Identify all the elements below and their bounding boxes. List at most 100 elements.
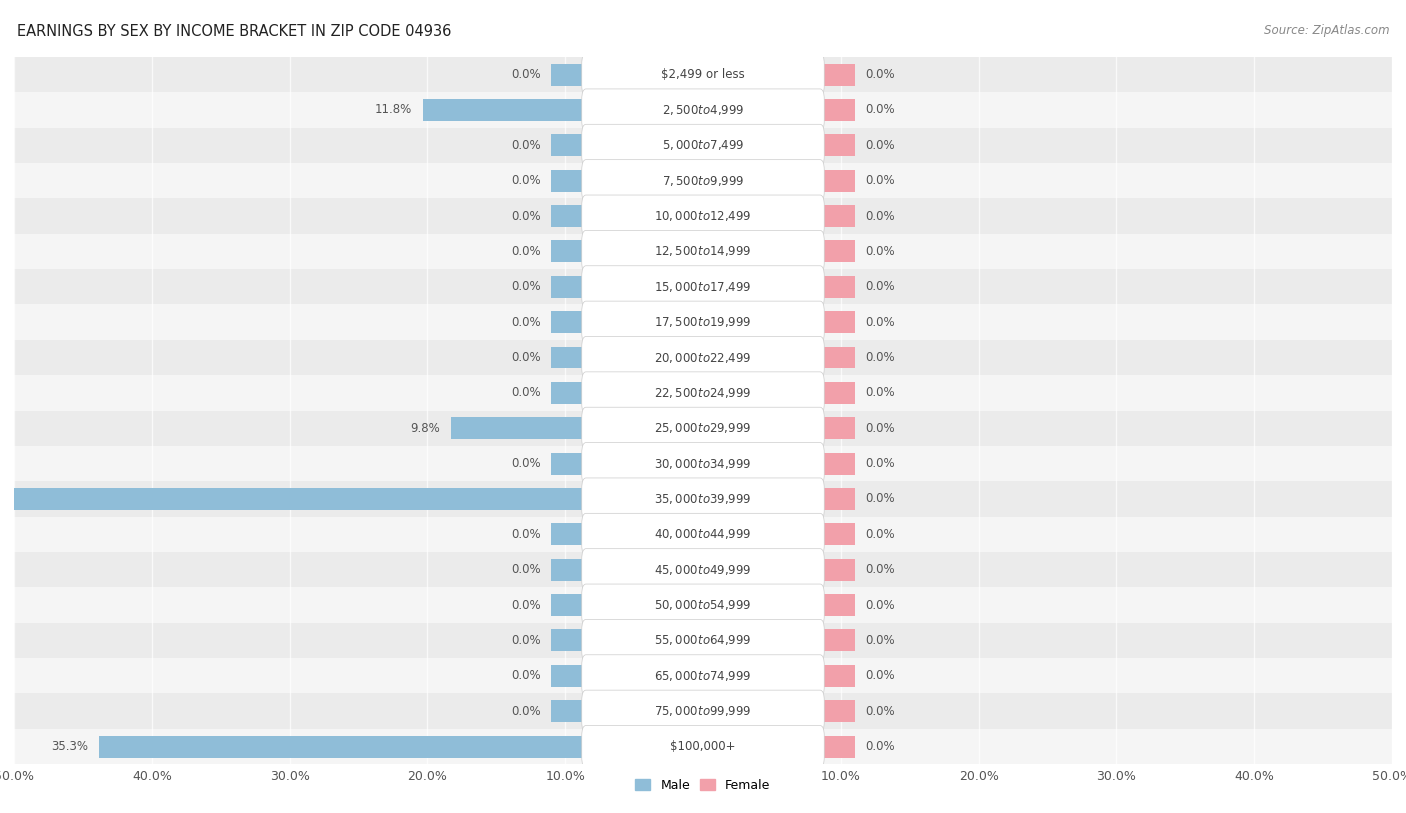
Text: $30,000 to $34,999: $30,000 to $34,999 [654, 457, 752, 471]
Text: 0.0%: 0.0% [510, 669, 540, 682]
Text: 0.0%: 0.0% [510, 315, 540, 328]
FancyBboxPatch shape [582, 89, 824, 131]
Text: $7,500 to $9,999: $7,500 to $9,999 [662, 174, 744, 188]
Bar [551, 205, 586, 227]
Text: 0.0%: 0.0% [866, 103, 896, 116]
Bar [820, 134, 855, 156]
FancyBboxPatch shape [582, 513, 824, 555]
Bar [820, 63, 855, 85]
Bar [451, 417, 586, 439]
Text: 0.0%: 0.0% [510, 245, 540, 258]
FancyBboxPatch shape [14, 587, 1392, 623]
Bar [551, 170, 586, 192]
Legend: Male, Female: Male, Female [630, 774, 776, 797]
Text: 0.0%: 0.0% [510, 139, 540, 152]
Bar [820, 276, 855, 298]
Text: $2,499 or less: $2,499 or less [661, 68, 745, 81]
Text: $2,500 to $4,999: $2,500 to $4,999 [662, 103, 744, 117]
Text: $10,000 to $12,499: $10,000 to $12,499 [654, 209, 752, 223]
Bar [820, 311, 855, 333]
Text: $35,000 to $39,999: $35,000 to $39,999 [654, 492, 752, 506]
FancyBboxPatch shape [582, 654, 824, 697]
FancyBboxPatch shape [14, 198, 1392, 234]
Text: 0.0%: 0.0% [866, 210, 896, 223]
Text: $17,500 to $19,999: $17,500 to $19,999 [654, 315, 752, 329]
Text: 0.0%: 0.0% [510, 705, 540, 718]
Bar [551, 134, 586, 156]
Bar [820, 382, 855, 404]
FancyBboxPatch shape [582, 54, 824, 96]
Bar [551, 594, 586, 616]
Text: 0.0%: 0.0% [866, 139, 896, 152]
FancyBboxPatch shape [14, 163, 1392, 198]
FancyBboxPatch shape [14, 92, 1392, 128]
Bar [551, 488, 586, 510]
FancyBboxPatch shape [582, 620, 824, 662]
Text: 0.0%: 0.0% [510, 210, 540, 223]
Text: $5,000 to $7,499: $5,000 to $7,499 [662, 138, 744, 152]
Text: 9.8%: 9.8% [411, 422, 440, 435]
FancyBboxPatch shape [14, 304, 1392, 340]
Text: 0.0%: 0.0% [866, 315, 896, 328]
FancyBboxPatch shape [14, 269, 1392, 304]
Text: 0.0%: 0.0% [866, 493, 896, 506]
FancyBboxPatch shape [582, 195, 824, 237]
Text: 0.0%: 0.0% [510, 563, 540, 576]
FancyBboxPatch shape [582, 159, 824, 202]
Text: $15,000 to $17,499: $15,000 to $17,499 [654, 280, 752, 293]
Bar [820, 665, 855, 687]
FancyBboxPatch shape [14, 375, 1392, 411]
Text: 0.0%: 0.0% [510, 68, 540, 81]
Text: 0.0%: 0.0% [510, 280, 540, 293]
Bar [551, 736, 586, 758]
Text: 0.0%: 0.0% [866, 598, 896, 611]
Bar [551, 63, 586, 85]
Text: 35.3%: 35.3% [52, 740, 89, 753]
Text: $45,000 to $49,999: $45,000 to $49,999 [654, 563, 752, 576]
Text: Source: ZipAtlas.com: Source: ZipAtlas.com [1264, 24, 1389, 37]
FancyBboxPatch shape [14, 693, 1392, 729]
Text: 0.0%: 0.0% [510, 351, 540, 364]
Text: 0.0%: 0.0% [866, 528, 896, 541]
Text: 0.0%: 0.0% [866, 740, 896, 753]
Text: 0.0%: 0.0% [866, 174, 896, 187]
Text: 0.0%: 0.0% [866, 705, 896, 718]
FancyBboxPatch shape [14, 57, 1392, 92]
Text: $75,000 to $99,999: $75,000 to $99,999 [654, 704, 752, 718]
Text: 0.0%: 0.0% [866, 422, 896, 435]
FancyBboxPatch shape [14, 517, 1392, 552]
Text: $40,000 to $44,999: $40,000 to $44,999 [654, 528, 752, 541]
Text: 0.0%: 0.0% [510, 386, 540, 399]
FancyBboxPatch shape [14, 552, 1392, 587]
Text: $55,000 to $64,999: $55,000 to $64,999 [654, 633, 752, 647]
Text: $20,000 to $22,499: $20,000 to $22,499 [654, 350, 752, 364]
FancyBboxPatch shape [582, 584, 824, 626]
Text: $25,000 to $29,999: $25,000 to $29,999 [654, 421, 752, 435]
FancyBboxPatch shape [14, 234, 1392, 269]
Bar [100, 736, 586, 758]
FancyBboxPatch shape [582, 372, 824, 414]
Text: 0.0%: 0.0% [866, 386, 896, 399]
Bar [551, 99, 586, 121]
FancyBboxPatch shape [14, 659, 1392, 693]
Bar [551, 524, 586, 546]
FancyBboxPatch shape [582, 442, 824, 485]
Text: 11.8%: 11.8% [375, 103, 412, 116]
Bar [551, 241, 586, 263]
FancyBboxPatch shape [14, 729, 1392, 764]
Bar [551, 382, 586, 404]
Text: 0.0%: 0.0% [510, 528, 540, 541]
Text: 0.0%: 0.0% [866, 634, 896, 647]
FancyBboxPatch shape [582, 124, 824, 167]
FancyBboxPatch shape [14, 411, 1392, 446]
Text: $100,000+: $100,000+ [671, 740, 735, 753]
Bar [551, 417, 586, 439]
Text: 0.0%: 0.0% [866, 68, 896, 81]
Bar [820, 170, 855, 192]
FancyBboxPatch shape [582, 337, 824, 379]
FancyBboxPatch shape [582, 301, 824, 343]
Bar [820, 346, 855, 368]
Bar [820, 488, 855, 510]
Text: $22,500 to $24,999: $22,500 to $24,999 [654, 386, 752, 400]
Bar [820, 629, 855, 651]
